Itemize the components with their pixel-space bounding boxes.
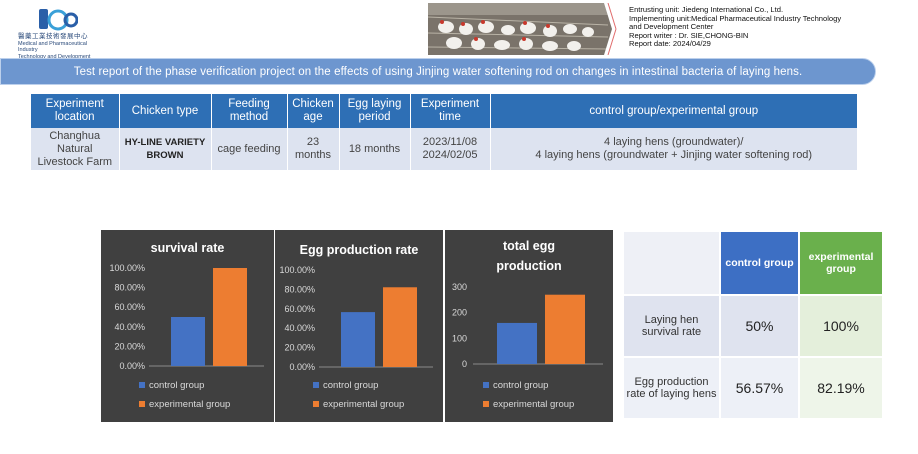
- implementing-unit: Implementing unit:Medical Pharmaceutical…: [629, 13, 842, 23]
- total-egg-production-y-tick-label: 200: [452, 308, 467, 318]
- cell-laying-period: 18 months: [339, 128, 411, 170]
- cell-groups: 4 laying hens (groundwater)/ 4 laying he…: [490, 128, 857, 170]
- logo-chinese-name: 醫藥工業技術發展中心: [18, 33, 88, 40]
- egg-production-rate-bar-experimental: [383, 287, 417, 367]
- egg-production-rate-legend-label: experimental group: [323, 399, 404, 410]
- egg-production-rate-y-tick-label: 80.00%: [284, 284, 315, 294]
- egg-production-rate-legend-swatch: [313, 382, 319, 388]
- cell-location: Changhua Natural Livestock Farm: [31, 128, 120, 170]
- survival-rate-y-tick-label: 40.00%: [114, 322, 145, 332]
- report-title-band: Test report of the phase verification pr…: [0, 58, 876, 85]
- egg-production-rate-y-tick-label: 40.00%: [284, 323, 315, 333]
- col-header-groups: control group/experimental group: [490, 94, 857, 128]
- survival-rate-legend-swatch: [139, 382, 145, 388]
- total-egg-production-y-tick-label: 300: [452, 282, 467, 292]
- groups-line2: 4 laying hens (groundwater + Jinjing wat…: [535, 149, 813, 161]
- organization-logo: 醫藥工業技術發展中心 Medical and Pharmaceutical In…: [18, 8, 98, 66]
- report-title: Test report of the phase verification pr…: [73, 65, 803, 78]
- col-header-chicken-type: Chicken type: [119, 94, 212, 128]
- summary-experimental-value: 82.19%: [798, 356, 884, 420]
- cell-time: 2023/11/08 2024/02/05: [410, 128, 491, 170]
- egg-production-rate-y-tick-label: 0.00%: [289, 362, 315, 372]
- survival-rate-bar-control: [171, 317, 205, 366]
- egg-production-rate-y-tick-label: 60.00%: [284, 304, 315, 314]
- egg-production-rate-y-tick-label: 100.00%: [279, 265, 315, 275]
- table-header-row: Experiment location Chicken type Feeding…: [31, 94, 857, 128]
- summary-control-value: 56.57%: [719, 356, 800, 420]
- survival-rate-y-tick-label: 60.00%: [114, 302, 145, 312]
- summary-header-row: control group experimental group: [622, 230, 884, 296]
- time-start: 2023/11/08: [422, 136, 478, 148]
- survival-rate-chart: survival rate 0.00% 20.00% 40.00% 60.00% 80.0…: [101, 230, 274, 422]
- cell-age: 23 months: [287, 128, 340, 170]
- total-egg-production-chart-svg: total egg production 0 100 200 300 control gro…: [452, 239, 603, 410]
- table-row: Changhua Natural Livestock Farm HY-LINE …: [31, 128, 857, 170]
- cell-chicken-type: HY-LINE VARIETY BROWN: [119, 128, 212, 170]
- report-date: Report date: 2024/04/29: [629, 39, 711, 49]
- total-egg-production-bar-experimental: [545, 294, 585, 364]
- total-egg-production-chart: total egg production 0 100 200 300 control gro…: [445, 230, 613, 422]
- groups-line1: 4 laying hens (groundwater)/: [604, 136, 744, 148]
- col-header-laying-period: Egg laying period: [339, 94, 411, 128]
- survival-rate-chart-title: survival rate: [151, 241, 225, 255]
- col-header-age: Chicken age: [287, 94, 340, 128]
- summary-row-label: Laying hen survival rate: [622, 294, 721, 358]
- total-egg-production-legend-swatch: [483, 401, 489, 407]
- total-egg-production-legend-label: experimental group: [493, 399, 574, 410]
- survival-rate-y-tick-label: 100.00%: [109, 263, 145, 273]
- survival-rate-bar-experimental: [213, 268, 247, 366]
- table-row: Egg production rate of laying hens 56.57…: [622, 356, 884, 420]
- report-info-block: Entrusting unit: Jiedeng International C…: [629, 5, 914, 49]
- egg-production-rate-y-tick-label: 20.00%: [284, 343, 315, 353]
- total-egg-production-bar-control: [497, 322, 537, 364]
- implementing-unit-cont: and Development Center: [629, 22, 714, 32]
- col-header-feeding: Feeding method: [211, 94, 288, 128]
- summary-row-label: Egg production rate of laying hens: [622, 356, 721, 420]
- total-egg-production-legend-swatch: [483, 382, 489, 388]
- time-end: 2024/02/05: [422, 149, 478, 161]
- egg-production-rate-chart-svg: Egg production rate 0.00% 20.00% 40.00% 60.0…: [279, 243, 433, 410]
- total-egg-production-y-tick-label: 0: [462, 359, 467, 369]
- experiment-info-table: Experiment location Chicken type Feeding…: [31, 94, 857, 170]
- entrusting-unit: Entrusting unit: Jiedeng International C…: [629, 5, 784, 14]
- cell-feeding: cage feeding: [211, 128, 288, 170]
- summary-table: control group experimental group Laying …: [622, 230, 884, 420]
- pdc-logo-mark: [39, 9, 78, 31]
- survival-rate-legend-swatch: [139, 401, 145, 407]
- hen-farm-photo: [428, 3, 620, 55]
- survival-rate-y-tick-label: 0.00%: [119, 361, 145, 371]
- survival-rate-y-tick-label: 20.00%: [114, 341, 145, 351]
- logo-english-line1: Medical and Pharmaceutical Industry: [18, 40, 88, 54]
- total-egg-production-legend-label: control group: [493, 380, 548, 391]
- egg-production-rate-chart-title: Egg production rate: [300, 243, 419, 257]
- total-egg-production-y-tick-label: 100: [452, 333, 467, 343]
- col-header-location: Experiment location: [31, 94, 120, 128]
- egg-production-rate-legend-label: control group: [323, 380, 378, 391]
- total-egg-production-chart-title: production: [496, 259, 561, 273]
- summary-col-control: control group: [719, 230, 800, 296]
- summary-experimental-value: 100%: [798, 294, 884, 358]
- survival-rate-y-tick-label: 80.00%: [114, 283, 145, 293]
- egg-production-rate-chart: Egg production rate 0.00% 20.00% 40.00% 60.0…: [275, 230, 443, 422]
- survival-rate-legend-label: control group: [149, 380, 204, 391]
- survival-rate-legend-label: experimental group: [149, 399, 230, 410]
- survival-rate-chart-svg: survival rate 0.00% 20.00% 40.00% 60.00% 80.0…: [109, 241, 264, 410]
- summary-col-experimental: experimental group: [798, 230, 884, 296]
- summary-control-value: 50%: [719, 294, 800, 358]
- col-header-time: Experiment time: [410, 94, 491, 128]
- total-egg-production-chart-title: total egg: [503, 239, 555, 253]
- table-row: Laying hen survival rate 50% 100%: [622, 294, 884, 358]
- egg-production-rate-legend-swatch: [313, 401, 319, 407]
- report-writer: Report writer : Dr. SIE,CHONG-BIN: [629, 30, 749, 40]
- egg-production-rate-bar-control: [341, 312, 375, 367]
- summary-empty-corner: [622, 230, 721, 296]
